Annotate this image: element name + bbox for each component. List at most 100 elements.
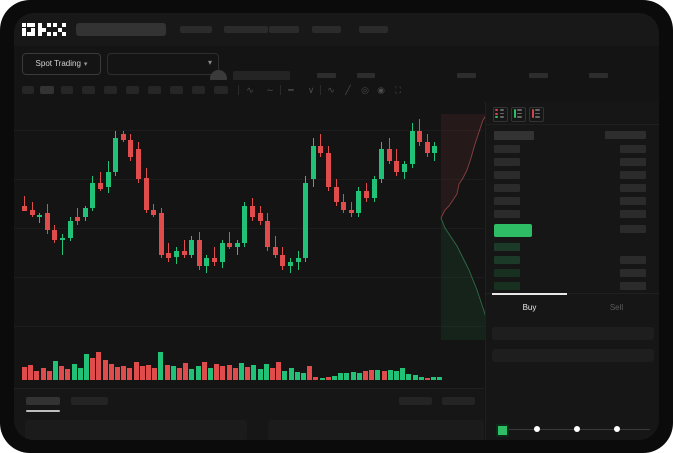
ask-row-5[interactable] bbox=[494, 197, 520, 205]
okx-logo-icon[interactable] bbox=[22, 23, 66, 36]
volume-bar bbox=[133, 362, 139, 380]
tab-sell[interactable]: Sell bbox=[609, 303, 624, 312]
candle-body bbox=[143, 177, 149, 210]
nav-item-1[interactable] bbox=[180, 26, 212, 33]
action-1[interactable] bbox=[399, 397, 432, 405]
orderbook-asks-icon[interactable] bbox=[529, 107, 544, 122]
candle-body bbox=[227, 243, 233, 248]
depth-ask-area bbox=[441, 114, 487, 218]
tab-active-underline bbox=[26, 410, 60, 412]
price-field[interactable] bbox=[492, 327, 654, 340]
candle-body bbox=[288, 262, 293, 266]
ask-row-2[interactable] bbox=[494, 158, 520, 166]
candle bbox=[333, 102, 340, 302]
volume-bar bbox=[307, 366, 313, 380]
candle-body bbox=[234, 243, 240, 248]
candle bbox=[98, 102, 104, 302]
step-3[interactable] bbox=[574, 426, 580, 432]
orderbook-both-icon[interactable] bbox=[493, 107, 508, 122]
settings-icon[interactable]: ◉ bbox=[377, 85, 385, 95]
candlestick-type-icon[interactable]: ━ bbox=[288, 85, 294, 95]
candle-body bbox=[128, 139, 134, 157]
ask-row-6[interactable] bbox=[494, 210, 520, 218]
stat-low-label bbox=[529, 73, 548, 78]
nav-item-4[interactable] bbox=[312, 26, 341, 33]
ask-row-4[interactable] bbox=[494, 184, 520, 192]
drawing-tool-icon[interactable]: ╱ bbox=[345, 85, 351, 95]
candle bbox=[386, 102, 393, 302]
global-search-input[interactable] bbox=[76, 23, 166, 36]
volume-bar bbox=[418, 376, 424, 380]
indicator-icon[interactable]: ∿ bbox=[246, 85, 254, 95]
interval-4[interactable] bbox=[82, 86, 95, 94]
step-4[interactable] bbox=[614, 426, 620, 432]
chevron-down-icon[interactable]: ∨ bbox=[307, 85, 315, 95]
candle bbox=[90, 102, 96, 302]
chart-gridline bbox=[14, 228, 484, 229]
interval-1[interactable] bbox=[22, 86, 34, 94]
candle-body bbox=[60, 237, 65, 240]
volume-bar bbox=[356, 372, 362, 380]
interval-10[interactable] bbox=[214, 86, 228, 94]
candle bbox=[432, 102, 438, 302]
line-chart-icon[interactable]: ∿ bbox=[327, 85, 335, 95]
candle bbox=[318, 102, 324, 302]
bid-row-1[interactable] bbox=[494, 243, 520, 251]
ask-row-1-size bbox=[620, 145, 646, 153]
nav-item-3[interactable] bbox=[269, 26, 299, 33]
volume-bar bbox=[71, 363, 77, 380]
candle bbox=[181, 102, 188, 302]
step-1[interactable] bbox=[496, 424, 509, 437]
candle-body bbox=[424, 141, 430, 154]
candle-wick bbox=[77, 207, 79, 225]
candle bbox=[219, 102, 226, 302]
candle bbox=[166, 102, 172, 302]
tab-order-history[interactable] bbox=[71, 397, 108, 405]
candle bbox=[174, 102, 180, 302]
price-chart[interactable] bbox=[14, 102, 484, 388]
bid-row-3[interactable] bbox=[494, 269, 520, 277]
chart-gridline bbox=[14, 130, 484, 131]
compare-icon[interactable]: ∼ bbox=[266, 85, 274, 95]
interval-3[interactable] bbox=[61, 86, 73, 94]
bid-row-4[interactable] bbox=[494, 282, 520, 290]
interval-6[interactable] bbox=[126, 86, 139, 94]
interval-8[interactable] bbox=[170, 86, 183, 94]
candle bbox=[348, 102, 355, 302]
tab-open-orders[interactable] bbox=[26, 397, 60, 405]
amount-field[interactable] bbox=[492, 349, 654, 362]
ask-row-3[interactable] bbox=[494, 171, 520, 179]
depth-chart-svg bbox=[440, 114, 488, 340]
candle bbox=[402, 102, 408, 302]
nav-item-5[interactable] bbox=[359, 26, 388, 33]
volume-bar bbox=[350, 372, 356, 380]
interval-5[interactable] bbox=[104, 86, 117, 94]
candle bbox=[424, 102, 431, 302]
interval-7[interactable] bbox=[148, 86, 161, 94]
candle bbox=[326, 102, 332, 302]
tab-buy[interactable]: Buy bbox=[522, 303, 537, 312]
camera-icon[interactable]: ◎ bbox=[361, 85, 369, 95]
spread-row-highlight[interactable] bbox=[494, 224, 532, 237]
candle-body bbox=[364, 190, 369, 199]
candle bbox=[379, 102, 385, 302]
fullscreen-icon[interactable]: ⛶ bbox=[394, 85, 402, 95]
candle-body bbox=[136, 149, 141, 180]
nav-item-2[interactable] bbox=[224, 26, 268, 33]
bid-row-2[interactable] bbox=[494, 256, 520, 264]
candle-body bbox=[219, 243, 225, 263]
orderbook-bids-icon[interactable] bbox=[511, 107, 526, 122]
trading-pair-select[interactable]: ▾ bbox=[107, 53, 219, 75]
volume-bar bbox=[102, 360, 108, 380]
candle bbox=[82, 102, 89, 302]
step-2[interactable] bbox=[534, 426, 540, 432]
volume-bar bbox=[276, 362, 282, 380]
interval-2[interactable] bbox=[40, 86, 54, 94]
volume-bar bbox=[263, 363, 269, 380]
ask-row-1[interactable] bbox=[494, 145, 520, 153]
interval-9[interactable] bbox=[192, 86, 205, 94]
market-type-selector[interactable]: Spot Trading ▾ bbox=[22, 53, 101, 75]
volume-bar bbox=[46, 371, 52, 380]
action-2[interactable] bbox=[442, 397, 475, 405]
candle bbox=[265, 102, 271, 302]
